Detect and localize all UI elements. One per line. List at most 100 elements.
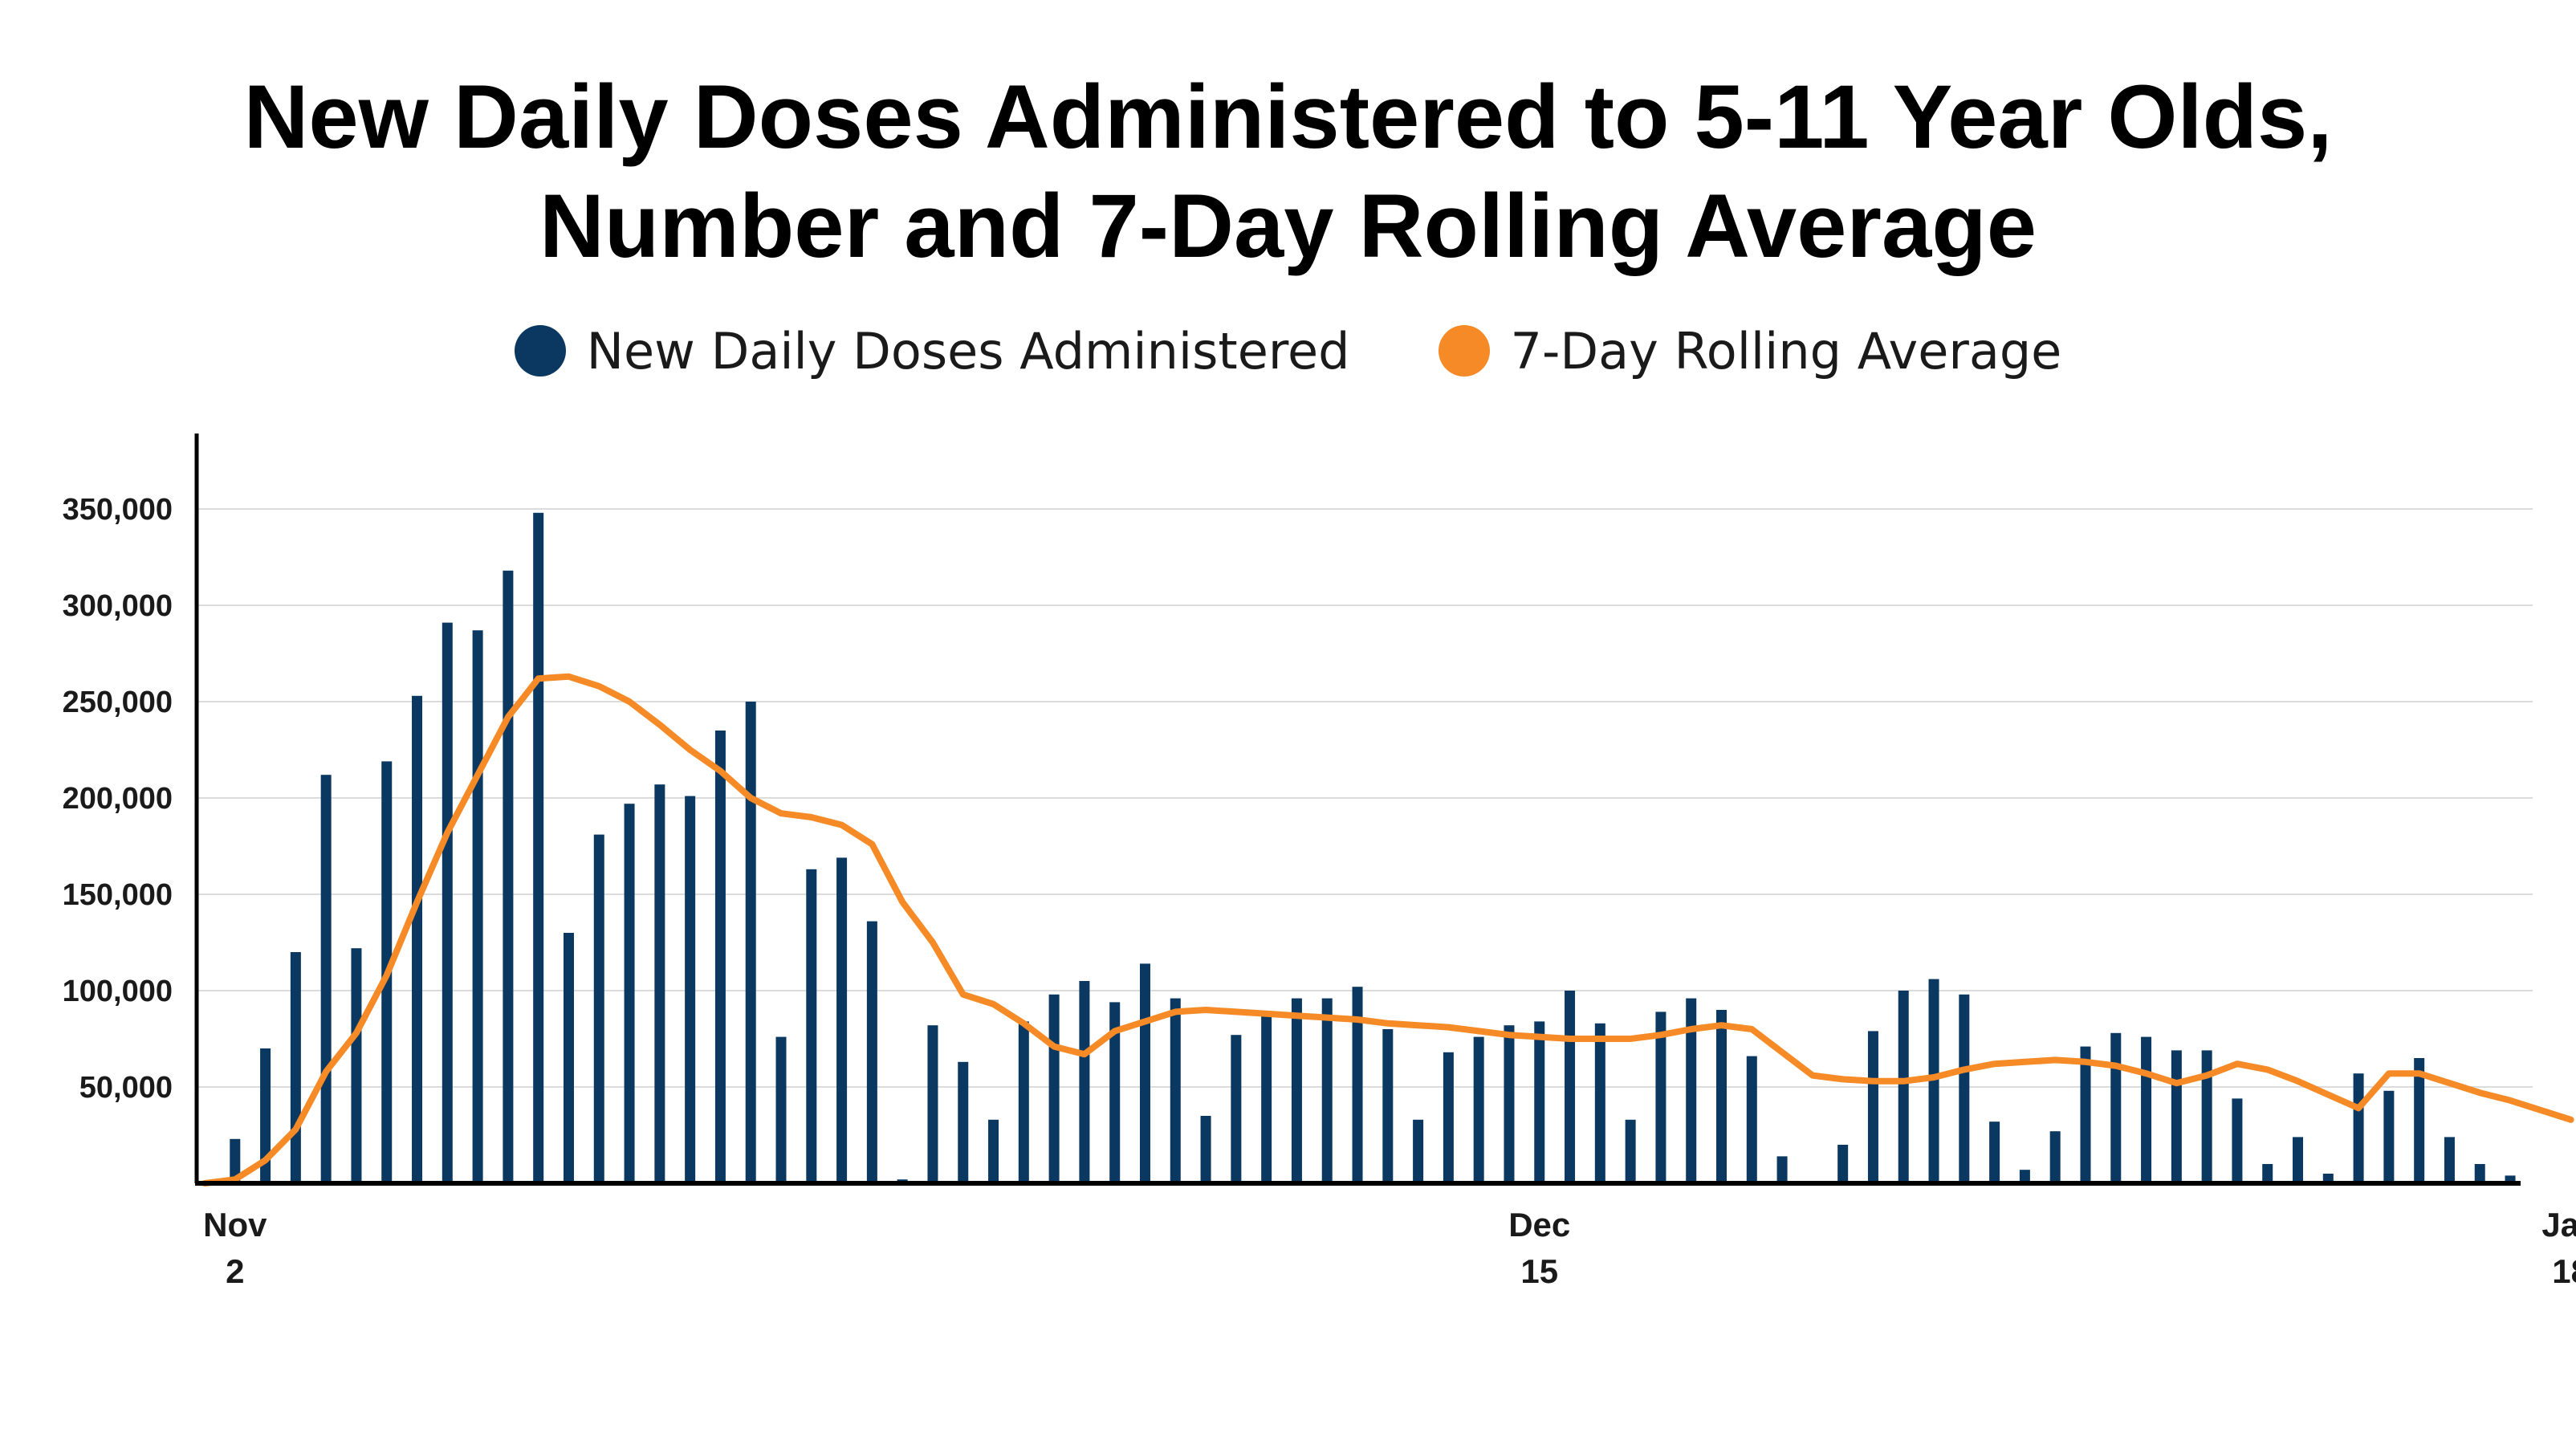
- bar: [866, 921, 877, 1183]
- bar: [442, 622, 453, 1183]
- bar: [1170, 998, 1181, 1183]
- chart-title: New Daily Doses Administered to 5-11 Yea…: [0, 63, 2576, 281]
- y-tick-label: 350,000: [63, 493, 173, 527]
- axes: [194, 434, 2521, 1186]
- bar: [1989, 1121, 2000, 1183]
- bar: [806, 869, 817, 1183]
- bar: [320, 775, 332, 1183]
- x-axis-ticks: Nov 2 Dec 15 Jan 18: [203, 1206, 2576, 1290]
- bar: [351, 948, 362, 1183]
- x-tick-label-day: 2: [226, 1252, 244, 1290]
- bar: [1867, 1031, 1878, 1183]
- legend-item-rolling-average: 7-Day Rolling Average: [1438, 321, 2062, 381]
- bar: [533, 512, 544, 1183]
- bar: [1625, 1119, 1636, 1183]
- bar: [1413, 1119, 1424, 1183]
- bar: [260, 1048, 271, 1183]
- bar: [2444, 1137, 2455, 1183]
- bar: [714, 731, 726, 1183]
- bar: [2201, 1050, 2212, 1183]
- bar: [290, 952, 301, 1183]
- bar: [775, 1036, 787, 1183]
- bar: [988, 1119, 999, 1183]
- bar: [472, 630, 483, 1183]
- legend-swatch-rolling-average: [1438, 325, 1490, 377]
- bar: [1231, 1035, 1242, 1183]
- bar: [1928, 979, 1939, 1183]
- bar: [2110, 1032, 2122, 1183]
- bar: [2049, 1131, 2061, 1183]
- bar: [2353, 1073, 2364, 1183]
- bar: [1746, 1056, 1757, 1183]
- bar: [1291, 998, 1302, 1183]
- bar: [624, 804, 635, 1183]
- x-tick-label-month: Nov: [203, 1206, 267, 1244]
- bar: [1443, 1052, 1454, 1183]
- bar: [1139, 963, 1150, 1183]
- bar: [685, 796, 696, 1183]
- bar: [412, 695, 423, 1183]
- bar: [1686, 998, 1697, 1183]
- bar: [1776, 1156, 1788, 1183]
- bar: [2293, 1137, 2304, 1183]
- bar: [2505, 1175, 2516, 1183]
- legend-label-rolling-average: 7-Day Rolling Average: [1510, 321, 2062, 381]
- bar: [1109, 1002, 1121, 1183]
- y-tick-label: 300,000: [63, 589, 173, 623]
- bar: [1200, 1116, 1211, 1183]
- y-tick-label: 50,000: [79, 1071, 173, 1105]
- legend-item-daily-doses: New Daily Doses Administered: [514, 321, 1350, 381]
- bar: [563, 933, 574, 1183]
- bar: [745, 702, 756, 1183]
- x-tick-label-day: 18: [2552, 1252, 2576, 1290]
- bar: [1018, 1021, 1029, 1183]
- chart-title-line-1: New Daily Doses Administered to 5-11 Yea…: [243, 67, 2333, 167]
- y-tick-label: 250,000: [63, 686, 173, 719]
- x-tick-label-day: 15: [1520, 1252, 1558, 1290]
- x-tick-label-month: Jan: [2541, 1206, 2576, 1244]
- bar: [1473, 1036, 1484, 1183]
- bar: [1048, 994, 1060, 1183]
- chart-title-line-2: Number and 7-Day Rolling Average: [539, 176, 2037, 276]
- bar: [230, 1138, 241, 1183]
- bar: [2171, 1050, 2182, 1183]
- bar: [1898, 991, 1909, 1183]
- chart-legend: New Daily Doses Administered 7-Day Rolli…: [0, 315, 2576, 387]
- bar: [1837, 1145, 1849, 1183]
- bar: [1352, 987, 1363, 1183]
- bar: [2262, 1164, 2273, 1183]
- bar: [2080, 1046, 2091, 1183]
- bar: [503, 570, 514, 1183]
- bar: [1534, 1021, 1545, 1183]
- bar: [2474, 1164, 2485, 1183]
- bar: [1504, 1025, 1515, 1183]
- bar: [927, 1025, 938, 1183]
- y-tick-label: 100,000: [63, 975, 173, 1008]
- y-tick-label: 150,000: [63, 878, 173, 912]
- legend-label-daily-doses: New Daily Doses Administered: [586, 321, 1350, 381]
- bar: [836, 857, 848, 1183]
- legend-swatch-daily-doses: [514, 325, 566, 377]
- bar: [2414, 1058, 2425, 1183]
- bar: [958, 1061, 969, 1183]
- bar: [593, 834, 604, 1183]
- bar: [2232, 1098, 2243, 1183]
- y-axis-ticks: 50,000 100,000 150,000 200,000 250,000 300,00…: [63, 493, 173, 1105]
- line-series: [201, 673, 2574, 1187]
- bar: [1382, 1029, 1394, 1183]
- bar: [2141, 1036, 2152, 1183]
- gridlines: [197, 508, 2533, 1088]
- bar: [1261, 1016, 1272, 1183]
- y-tick-label: 200,000: [63, 782, 173, 816]
- bar: [654, 784, 665, 1183]
- bar: [1716, 1010, 1727, 1183]
- bar: [1321, 998, 1333, 1183]
- bar: [1655, 1012, 1666, 1183]
- bar: [1079, 981, 1090, 1183]
- rolling-average-line: [201, 673, 2574, 1187]
- bar: [2383, 1090, 2395, 1183]
- x-tick-label-month: Dec: [1508, 1206, 1570, 1244]
- bar: [2019, 1170, 2030, 1183]
- bar: [1594, 1023, 1605, 1183]
